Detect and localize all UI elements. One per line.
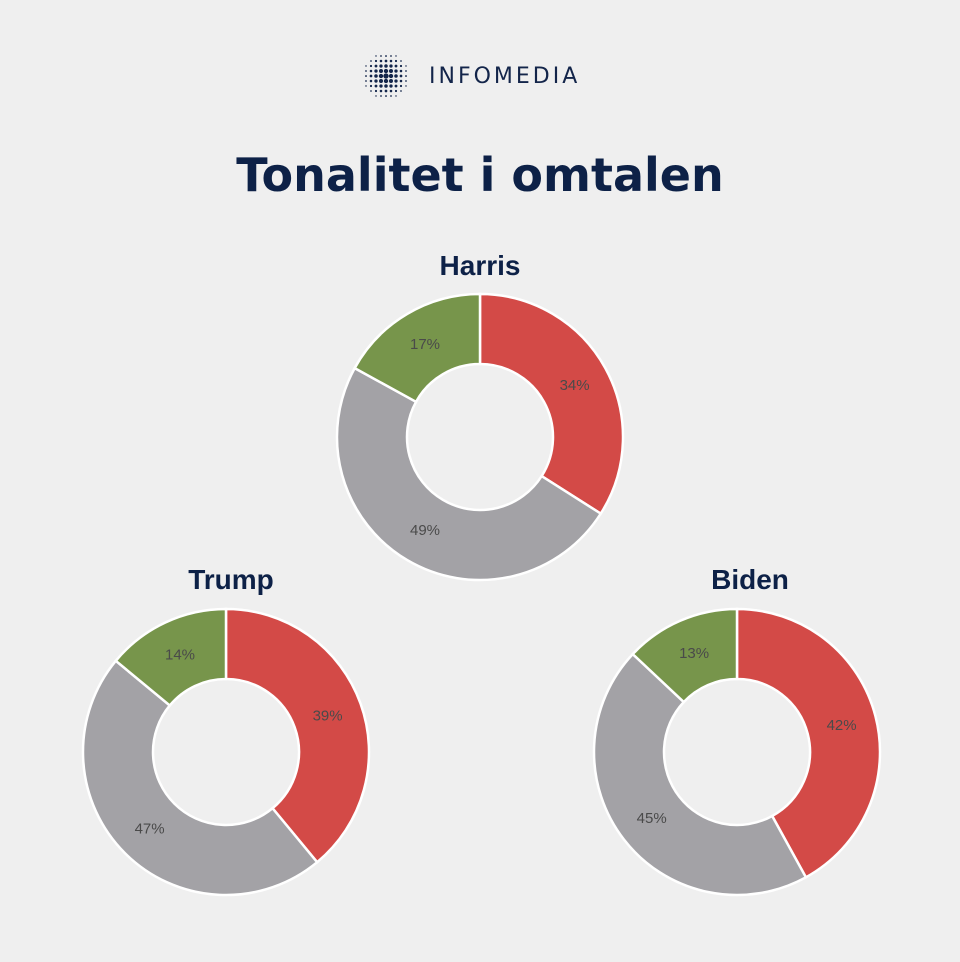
chart-title-biden: Biden: [711, 564, 789, 595]
biden-slice-label-1: 45%: [637, 810, 667, 827]
biden-slice-0: [735, 607, 882, 880]
trump-slice-label-0: 39%: [313, 707, 343, 724]
biden-slice-1: [592, 652, 808, 897]
brand-name: INFOMEDIA: [429, 63, 581, 89]
biden-slice-label-0: 42%: [827, 717, 857, 734]
trump-slice-0: [224, 607, 371, 864]
harris-slice-label-1: 49%: [410, 522, 440, 539]
harris-slice-2: [352, 292, 482, 404]
harris-slice-1: [335, 366, 603, 582]
harris-slice-0: [478, 292, 625, 516]
trump-slice-2: [114, 607, 228, 708]
biden-slice-2: [630, 607, 739, 704]
brand-dots-icon: [365, 55, 407, 97]
trump-slice-label-1: 47%: [135, 820, 165, 837]
chart-title-trump: Trump: [188, 564, 274, 595]
harris-slice-label-0: 34%: [560, 377, 590, 394]
donut-harris: 34% 49% 17%: [335, 292, 625, 582]
trump-slice-label-2: 14%: [165, 646, 195, 663]
harris-slice-label-2: 17%: [410, 336, 440, 353]
page-title: Tonalitet i omtalen: [236, 148, 724, 202]
biden-slice-label-2: 13%: [679, 645, 709, 662]
brand-logo: INFOMEDIA: [361, 51, 580, 101]
trump-slice-1: [81, 659, 319, 897]
donut-biden: 42% 45% 13%: [592, 607, 882, 897]
chart-title-harris: Harris: [439, 250, 521, 281]
donut-trump: 39% 47% 14%: [81, 607, 371, 897]
